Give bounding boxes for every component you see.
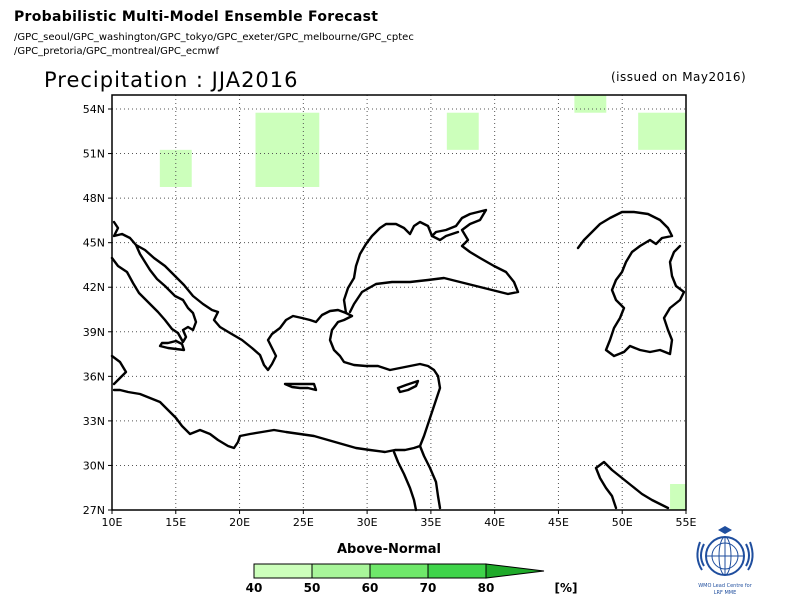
x-tick-label: 30E (357, 516, 378, 529)
legend-tick-label: 60 (362, 581, 379, 595)
y-tick-label: 39N (83, 326, 105, 339)
model-list-line-1: /GPC_seoul/GPC_washington/GPC_tokyo/GPC_… (14, 32, 414, 43)
coast-persian-gulf (594, 460, 670, 510)
coast-crete (283, 382, 318, 392)
legend-tick-label: 70 (420, 581, 437, 595)
forecast-cell-5 (638, 112, 686, 150)
forecast-title: Probabilistic Multi-Model Ensemble Forec… (14, 9, 379, 25)
x-tick-label: 50E (612, 516, 633, 529)
map-grid (112, 95, 686, 510)
coast-cyprus (396, 379, 420, 394)
forecast-cells (159, 95, 686, 510)
legend-title: Above-Normal (337, 542, 441, 557)
y-tick-label: 33N (83, 415, 105, 428)
legend-arrow (485, 563, 545, 579)
wmo-icon (696, 526, 754, 576)
variable-title: Precipitation : JJA2016 (44, 68, 299, 92)
x-tick-label: 35E (420, 516, 441, 529)
y-tick-label: 45N (83, 237, 105, 250)
y-tick-label: 42N (83, 281, 105, 294)
forecast-cell-4 (574, 95, 607, 113)
y-tick-label: 27N (83, 504, 105, 517)
x-tick-label: 40E (484, 516, 505, 529)
coast-black-sea (342, 208, 520, 315)
y-tick-label: 36N (83, 370, 105, 383)
x-tick-label: 25E (293, 516, 314, 529)
legend-unit: [%] (555, 581, 578, 595)
coast-azov (430, 230, 460, 242)
x-tick-label: 10E (102, 516, 123, 529)
y-tick-label: 51N (83, 148, 105, 161)
legend-swatch-60 (369, 563, 429, 579)
coast-europe-med (110, 220, 440, 378)
forecast-cell-1 (159, 149, 192, 187)
coast-red-sea-east (418, 444, 442, 510)
x-tick-label: 45E (548, 516, 569, 529)
model-list-line-2: /GPC_pretoria/GPC_montreal/GPC_ecmwf (14, 46, 219, 57)
forecast-cell-2 (255, 112, 320, 187)
map-frame (111, 94, 687, 511)
legend-tick-label: 40 (246, 581, 263, 595)
coast-north-africa (112, 374, 442, 454)
x-tick-label: 20E (229, 516, 250, 529)
y-axis-ticks: 27N 30N 33N 36N 39N 42N 45N 48N 51N 54N (83, 103, 112, 517)
logo-text-line-1: WMO Lead Centre for (698, 583, 752, 589)
coast-tunisia (110, 354, 128, 386)
legend-swatch-40 (253, 563, 313, 579)
y-tick-label: 54N (83, 103, 105, 116)
coastlines (110, 208, 686, 512)
legend-swatch-70 (427, 563, 487, 579)
legend-tick-label: 50 (304, 581, 321, 595)
legend-tick-label: 80 (478, 581, 495, 595)
issued-date: (issued on May2016) (611, 70, 747, 84)
coast-red-sea-west (392, 450, 418, 512)
forecast-cell-3 (446, 112, 479, 150)
forecast-cell-6 (670, 484, 686, 510)
coast-sicily (158, 339, 186, 352)
x-tick-label: 55E (676, 516, 697, 529)
y-tick-label: 30N (83, 459, 105, 472)
legend-swatch-50 (311, 563, 371, 579)
logo-text-line-2: LRF MME (713, 590, 737, 596)
legend-colorbar: 40 50 60 70 80 [%] (246, 563, 578, 595)
coast-caspian (576, 210, 686, 358)
y-tick-label: 48N (83, 192, 105, 205)
x-axis-ticks: 10E 15E 20E 25E 30E 35E 40E 45E 50E 55E (102, 510, 697, 529)
x-tick-label: 15E (165, 516, 186, 529)
